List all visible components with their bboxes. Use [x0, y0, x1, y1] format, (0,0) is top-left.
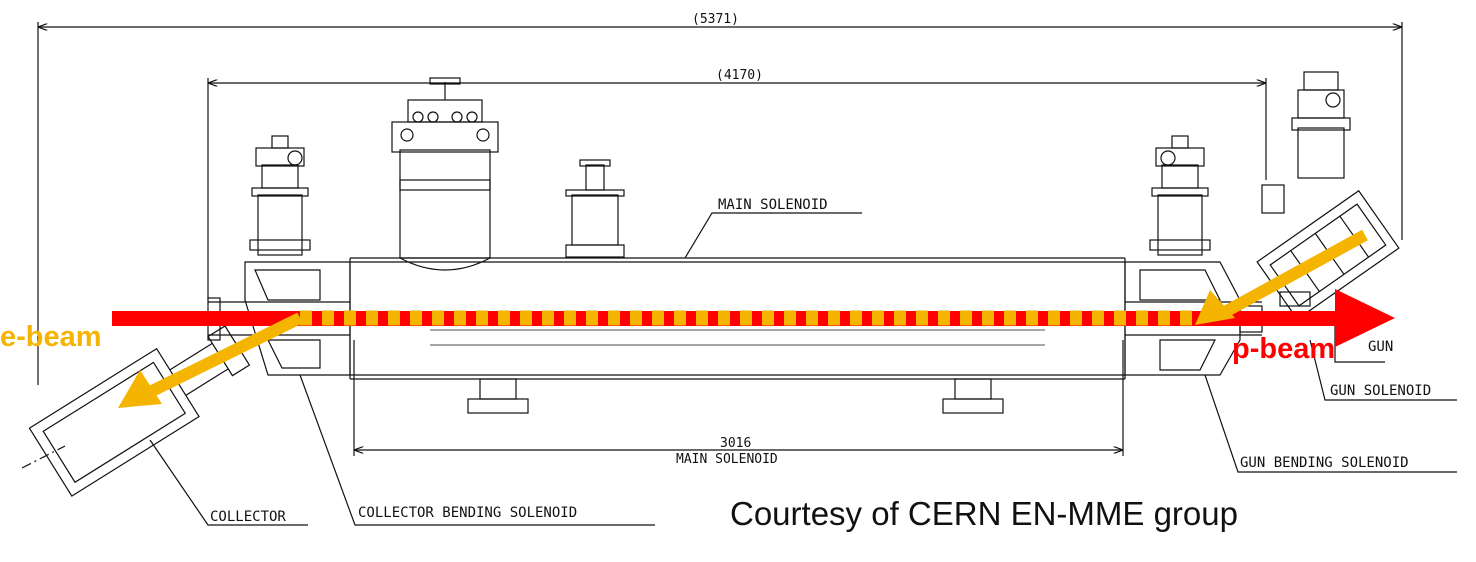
label-p-beam: p-beam [1232, 333, 1336, 365]
port-top-small [565, 159, 625, 258]
credit-text: Courtesy of CERN EN-MME group [730, 495, 1238, 532]
support-right [942, 378, 1004, 414]
e-beam-collector-arrowhead [118, 370, 162, 408]
gun-flange [1279, 291, 1311, 307]
label-gun-bending-solenoid: GUN BENDING SOLENOID [1240, 455, 1409, 471]
dimension-overall-line [37, 22, 1403, 385]
dimension-overall: (5371) [692, 12, 739, 27]
label-e-beam: e-beam [0, 321, 102, 353]
label-gun-solenoid: GUN SOLENOID [1330, 383, 1432, 399]
e-beam-collector-segment [147, 312, 303, 398]
e-beam-gun-arrowhead [1195, 290, 1235, 325]
leader-collector [149, 439, 308, 526]
dimension-solenoid-length: 3016 [720, 436, 752, 451]
label-collector: COLLECTOR [210, 509, 286, 525]
dimension-inner-line [207, 78, 1267, 300]
label-gun: GUN [1368, 339, 1394, 355]
leader-collector-bending [299, 374, 655, 526]
dimension-solenoid-line [353, 340, 1124, 456]
e-beam-gun-segment [1222, 229, 1368, 318]
support-left [467, 378, 529, 414]
dimension-inner: (4170) [716, 68, 763, 83]
label-collector-bending-solenoid: COLLECTOR BENDING SOLENOID [358, 505, 578, 521]
pump-tower-left [249, 135, 311, 256]
gun-tower [1261, 71, 1351, 214]
p-beam-arrowhead [1335, 289, 1395, 347]
electron-beam [118, 229, 1368, 408]
leader-main-solenoid [684, 212, 862, 259]
dimension-solenoid-label: MAIN SOLENOID [676, 452, 778, 467]
collector-axis [21, 445, 66, 469]
vacuum-chamber-top [391, 77, 499, 271]
pump-tower-right [1149, 135, 1211, 256]
leader-gun-solenoid [1309, 339, 1457, 401]
leader-gun-bending [1204, 374, 1457, 473]
label-main-solenoid: MAIN SOLENOID [718, 197, 828, 213]
